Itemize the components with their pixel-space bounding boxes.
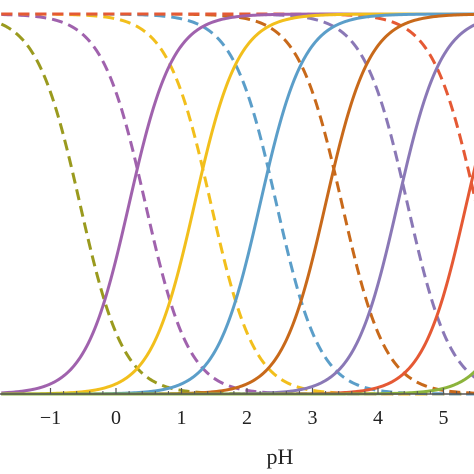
dashed-curve-olive [0, 22, 474, 396]
x-tick-label: 2 [242, 407, 252, 429]
x-tick-label: −1 [40, 407, 61, 429]
x-tick-label: 4 [373, 407, 383, 429]
x-ticks-group: −1 0 1 2 3 4 5 [40, 388, 471, 429]
dashed-curve-purple [1, 13, 474, 396]
x-tick-label: 0 [111, 407, 121, 429]
x-tick-label: 5 [439, 407, 449, 429]
dashed-curve-blue [1, 12, 474, 396]
dashed-curve-red [1, 12, 474, 201]
solid-curve-red [1, 164, 474, 396]
dashed-curve-lavender [1, 12, 474, 379]
x-axis-title: pH [267, 444, 294, 469]
dashed-curve-brown [1, 12, 474, 395]
x-tick-label: 1 [177, 407, 187, 429]
dashed-curve-gold [1, 12, 474, 396]
curves-group [0, 12, 474, 396]
x-tick-label: 3 [308, 407, 318, 429]
solid-curve-lavender [1, 23, 474, 396]
